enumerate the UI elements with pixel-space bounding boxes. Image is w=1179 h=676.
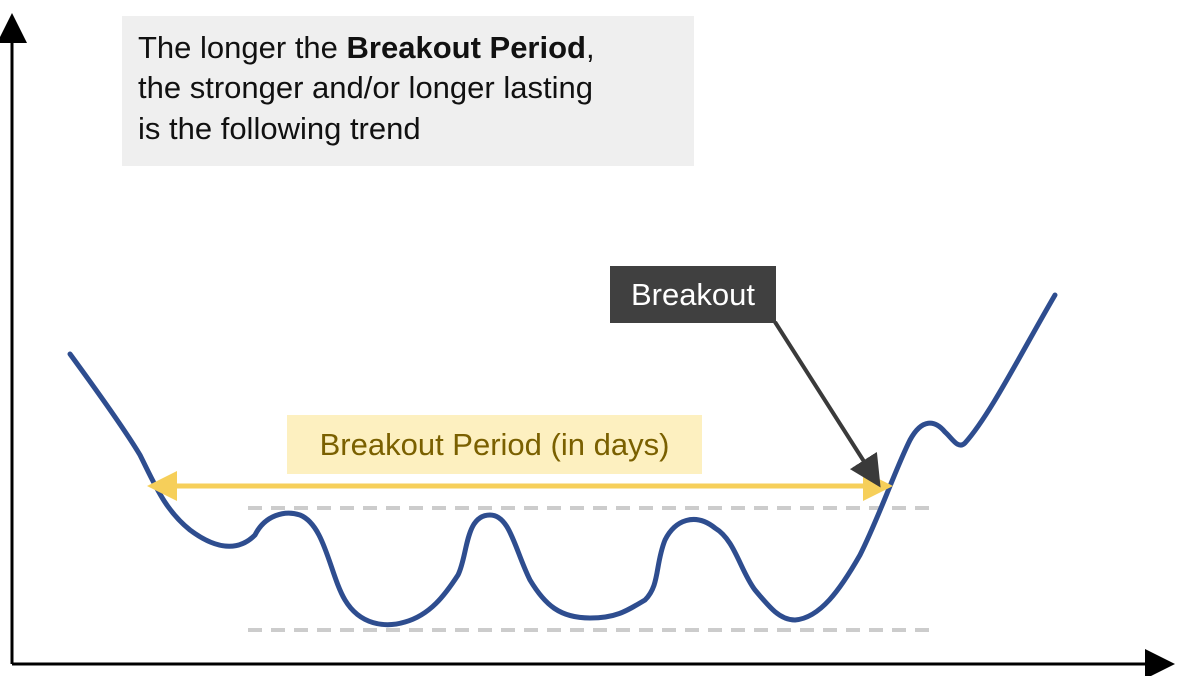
note-line-1: The longer the Breakout Period, <box>138 30 595 65</box>
price-line <box>67 292 1058 628</box>
breakout-pointer-arrow <box>773 320 881 488</box>
breakout-label: Breakout <box>610 266 776 323</box>
breakout-period-label: Breakout Period (in days) <box>287 415 702 474</box>
explanation-note: The longer the Breakout Period, the stro… <box>122 16 694 166</box>
note-line-3: is the following trend <box>138 110 421 146</box>
note-line-2: the stronger and/or longer lasting <box>138 70 593 106</box>
note-bold-term: Breakout Period <box>346 30 586 65</box>
